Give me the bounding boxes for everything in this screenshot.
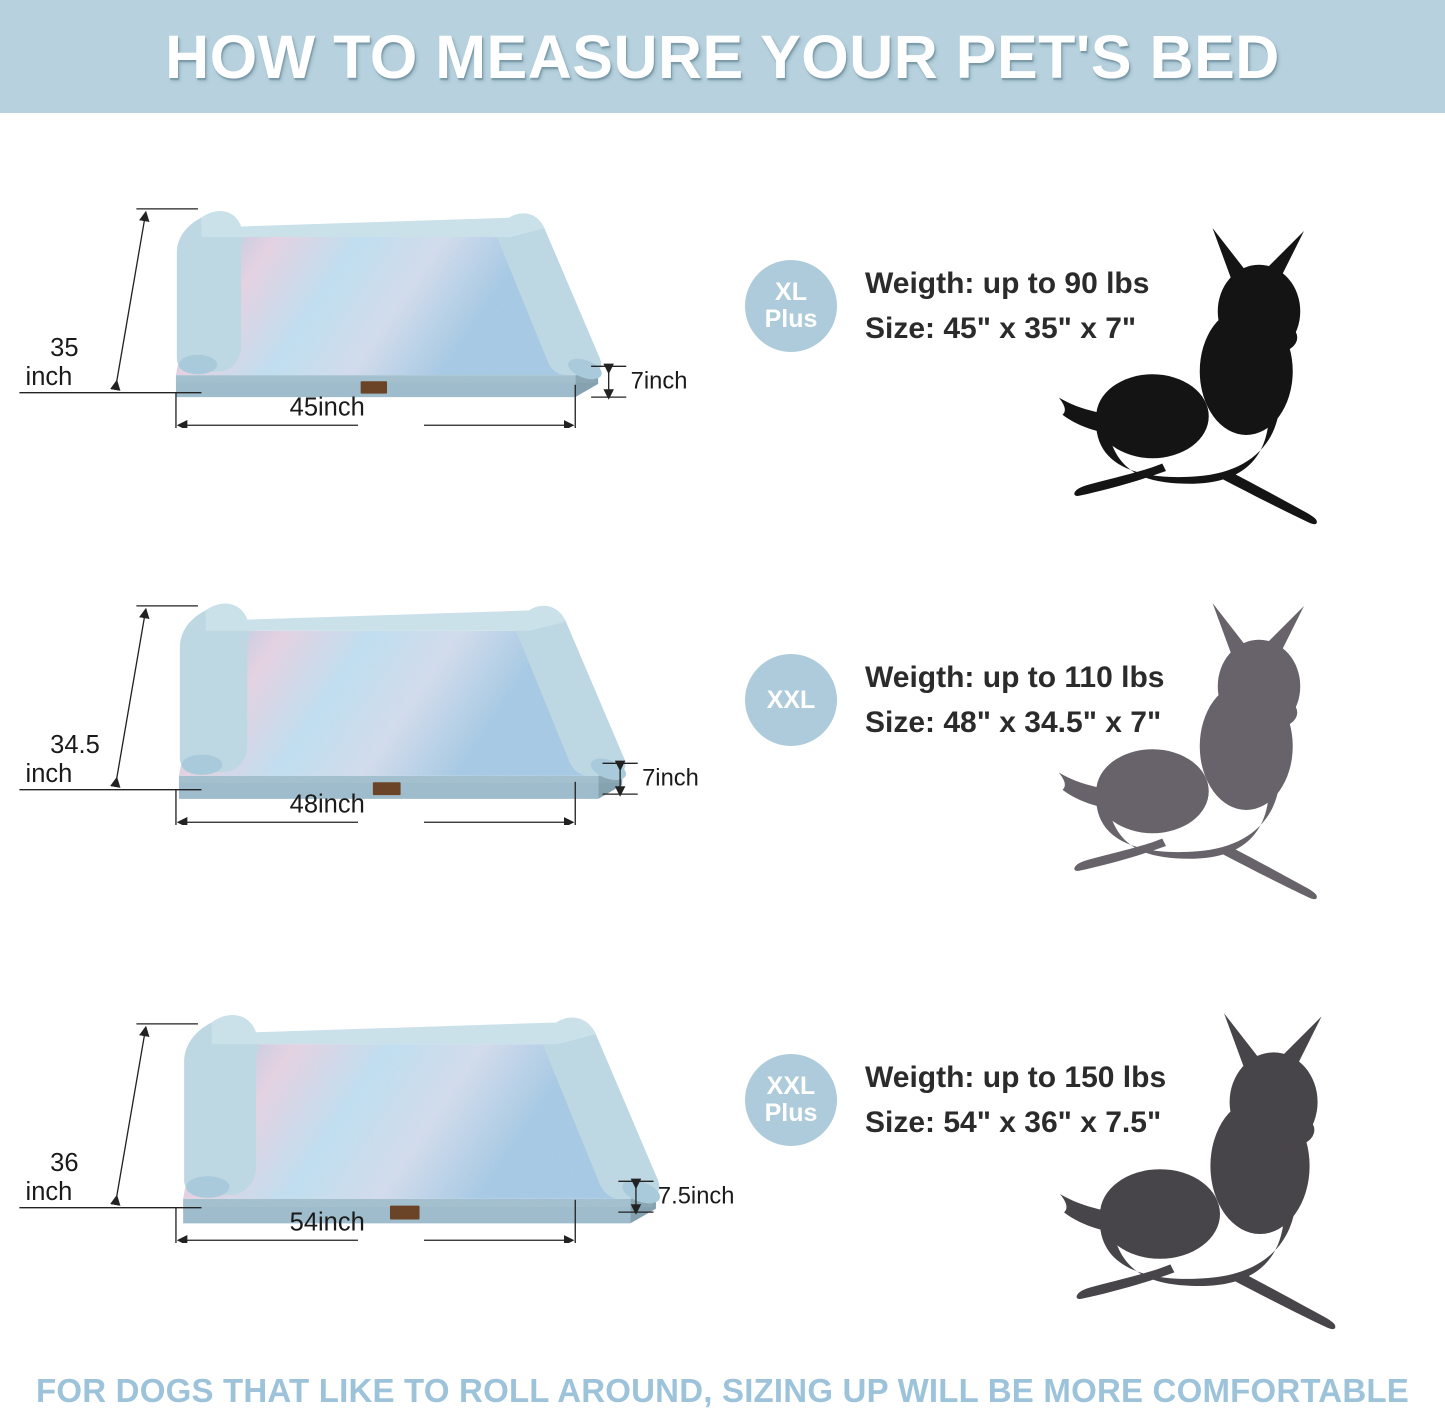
- svg-text:36: 36: [50, 1149, 78, 1177]
- svg-text:54inch: 54inch: [290, 1209, 365, 1237]
- svg-text:7.5inch: 7.5inch: [658, 1183, 735, 1209]
- svg-text:35: 35: [50, 334, 78, 362]
- svg-text:7inch: 7inch: [642, 765, 699, 791]
- svg-text:7inch: 7inch: [631, 368, 688, 394]
- svg-text:45inch: 45inch: [290, 394, 365, 422]
- svg-text:48inch: 48inch: [290, 791, 365, 819]
- svg-text:inch: inch: [26, 760, 73, 788]
- svg-text:inch: inch: [26, 1178, 73, 1206]
- svg-text:34.5: 34.5: [50, 731, 100, 759]
- svg-text:inch: inch: [26, 363, 73, 391]
